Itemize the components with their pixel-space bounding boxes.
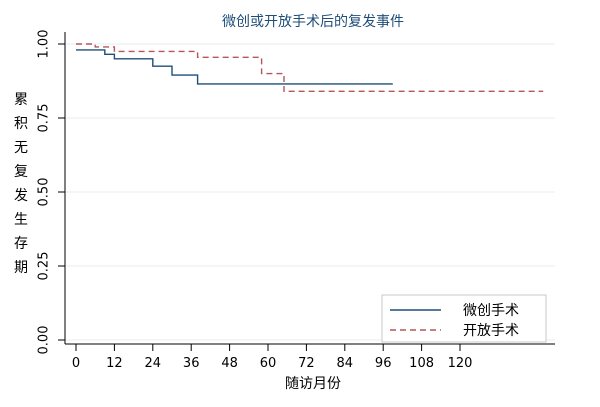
x-tick-label: 72 bbox=[298, 356, 315, 371]
y-ticks: 0.00 0.25 0.50 0.75 1.00 bbox=[37, 30, 65, 355]
y-axis-label-char: 发 bbox=[14, 188, 28, 204]
x-tick-label: 12 bbox=[106, 356, 123, 371]
x-tick-label: 48 bbox=[221, 356, 238, 371]
x-tick-label: 60 bbox=[260, 356, 277, 371]
x-tick-label: 84 bbox=[337, 356, 354, 371]
x-axis-label: 随访月份 bbox=[285, 376, 341, 392]
y-axis-label-char: 无 bbox=[14, 140, 28, 156]
series-line-1 bbox=[76, 49, 393, 85]
x-tick-label: 120 bbox=[448, 356, 473, 371]
y-tick-label: 0.75 bbox=[37, 104, 52, 133]
y-axis-label-char: 积 bbox=[14, 116, 28, 132]
y-tick-label: 0.25 bbox=[37, 252, 52, 281]
y-axis-label-char: 期 bbox=[14, 260, 28, 276]
series-lines bbox=[76, 43, 544, 93]
y-axis-label-char: 复 bbox=[14, 163, 28, 180]
y-tick-label: 0.50 bbox=[37, 178, 52, 207]
y-axis-label-char: 存 bbox=[14, 236, 28, 252]
x-tick-label: 24 bbox=[145, 356, 162, 371]
series-line-2 bbox=[76, 43, 544, 93]
x-tick-label: 36 bbox=[183, 356, 200, 371]
y-axis-label-char: 生 bbox=[14, 212, 28, 228]
y-tick-label: 1.00 bbox=[37, 30, 52, 59]
x-tick-label: 0 bbox=[72, 356, 80, 371]
legend-box bbox=[381, 294, 547, 343]
chart-title: 微创或开放手术后的复发事件 bbox=[222, 13, 404, 30]
x-tick-label: 96 bbox=[375, 356, 392, 371]
legend-label-1: 微创手术 bbox=[463, 303, 519, 319]
y-axis-label-char: 累 bbox=[14, 92, 28, 108]
legend-label-2: 开放手术 bbox=[463, 323, 519, 339]
x-tick-label: 108 bbox=[409, 356, 434, 371]
x-ticks: 0 12 24 36 48 60 72 84 96 108 120 bbox=[72, 344, 473, 371]
y-tick-label: 0.00 bbox=[37, 326, 52, 355]
